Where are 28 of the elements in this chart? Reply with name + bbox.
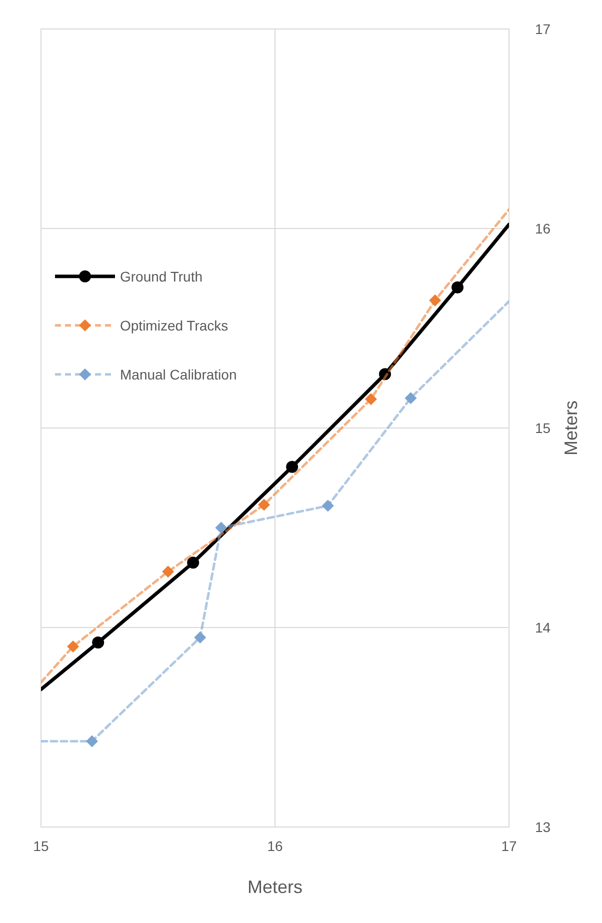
point [162,566,174,578]
point [86,735,98,748]
y2-axis-title: Meters [561,400,581,456]
point [187,556,200,569]
legend-label: Ground Truth [120,268,202,284]
point [92,636,104,648]
point [364,393,377,406]
y2-tick-label: 15 [535,420,551,436]
point [322,500,334,512]
point [452,281,464,294]
x-tick-label: 15 [33,838,49,854]
y2-tick-label: 13 [535,819,551,835]
y2-tick-label: 14 [535,620,551,636]
point [215,522,228,534]
legend-label: Manual Calibration [120,366,237,382]
point [67,640,80,652]
x-tick-label: 17 [501,838,517,854]
point [429,294,442,306]
x-tick-label: 16 [267,838,283,854]
y2-tick-label: 16 [535,220,551,236]
x-axis-title: Meters [247,877,303,897]
y2-tick-label: 17 [535,21,551,37]
point [378,368,391,380]
point [286,460,298,473]
legend-label: Optimized Tracks [120,317,228,334]
point [258,498,270,511]
point [404,392,417,404]
point [194,631,206,644]
